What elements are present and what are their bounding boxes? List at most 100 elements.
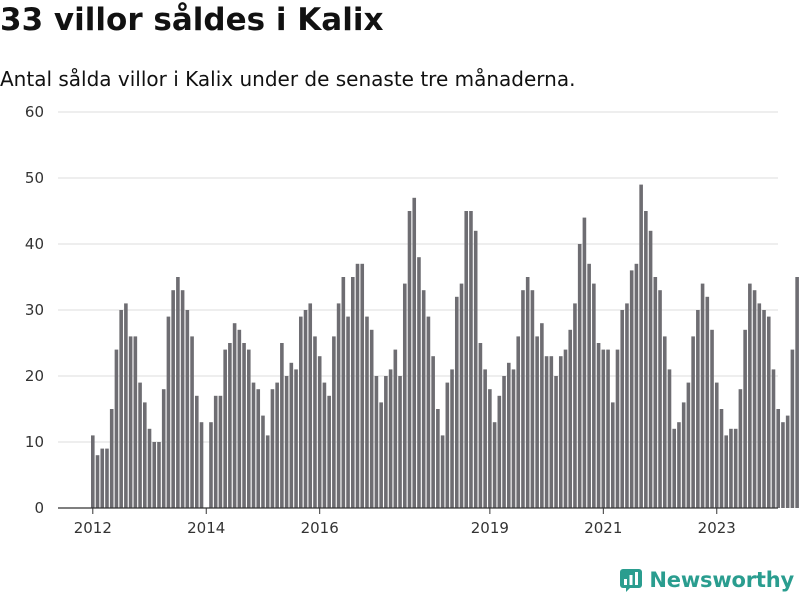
bar bbox=[681, 402, 686, 508]
bar bbox=[91, 435, 95, 508]
bar bbox=[294, 369, 298, 508]
bar bbox=[421, 290, 426, 508]
bar bbox=[677, 422, 681, 508]
bar bbox=[327, 395, 331, 508]
bar bbox=[431, 356, 435, 508]
bar bbox=[190, 336, 194, 508]
bar bbox=[332, 336, 336, 508]
bar bbox=[729, 428, 733, 508]
bar bbox=[336, 303, 341, 508]
bar bbox=[161, 389, 166, 508]
bar bbox=[119, 310, 123, 508]
bar bbox=[724, 435, 729, 508]
y-tick-label: 50 bbox=[25, 169, 44, 187]
bar bbox=[100, 448, 105, 508]
bar bbox=[469, 211, 473, 508]
bar bbox=[705, 296, 710, 508]
bar bbox=[412, 197, 417, 509]
bar bbox=[384, 376, 388, 508]
bar bbox=[587, 263, 591, 508]
bar bbox=[265, 435, 270, 508]
bar bbox=[440, 435, 445, 508]
bar bbox=[105, 448, 109, 508]
bar bbox=[629, 270, 634, 508]
bar bbox=[658, 290, 662, 508]
bar bbox=[436, 409, 440, 508]
bar bbox=[317, 356, 322, 508]
bar bbox=[360, 263, 365, 508]
x-tick-label: 2021 bbox=[584, 519, 622, 537]
bar bbox=[374, 376, 379, 508]
bar bbox=[228, 343, 232, 508]
bar bbox=[464, 211, 469, 508]
bar bbox=[696, 310, 700, 508]
bar bbox=[398, 376, 402, 508]
bar bbox=[147, 428, 152, 508]
x-tick-label: 2019 bbox=[471, 519, 509, 537]
bar bbox=[653, 277, 658, 508]
bar bbox=[686, 382, 691, 508]
bar bbox=[776, 409, 781, 508]
bar bbox=[166, 316, 171, 508]
bar bbox=[454, 296, 459, 508]
bar bbox=[743, 329, 747, 508]
bar bbox=[185, 310, 190, 508]
bar bbox=[492, 422, 497, 508]
bar bbox=[209, 422, 213, 508]
bar bbox=[483, 369, 487, 508]
bar bbox=[298, 316, 303, 508]
bar bbox=[506, 362, 511, 508]
bar bbox=[700, 283, 705, 508]
y-tick-label: 0 bbox=[34, 499, 44, 517]
bar bbox=[596, 343, 601, 508]
bar bbox=[346, 316, 350, 508]
bar bbox=[540, 323, 544, 508]
bar bbox=[256, 389, 261, 508]
bar bbox=[521, 290, 525, 508]
bar bbox=[667, 369, 672, 508]
bar bbox=[554, 376, 558, 508]
chart-title: 33 villor såldes i Kalix bbox=[0, 2, 384, 38]
bar bbox=[308, 303, 313, 508]
bar bbox=[757, 303, 762, 508]
bar bbox=[218, 395, 223, 508]
bar bbox=[644, 211, 648, 508]
bar bbox=[662, 336, 667, 508]
bar bbox=[568, 329, 573, 508]
bar bbox=[426, 316, 431, 508]
bar bbox=[762, 310, 766, 508]
bar bbox=[516, 336, 521, 508]
bar bbox=[714, 382, 719, 508]
bar bbox=[355, 263, 360, 508]
bar bbox=[450, 369, 454, 508]
bar bbox=[176, 277, 180, 508]
bar bbox=[672, 428, 677, 508]
bar bbox=[459, 283, 464, 508]
bar bbox=[582, 217, 587, 508]
bar bbox=[719, 409, 724, 508]
bar bbox=[544, 356, 549, 508]
bar-chart: 0102030405060201220142016201920212023202… bbox=[25, 103, 799, 537]
bar bbox=[795, 277, 799, 508]
bar bbox=[303, 310, 308, 508]
bar bbox=[615, 349, 620, 508]
bar bbox=[738, 389, 743, 508]
bar bbox=[748, 283, 752, 508]
bar bbox=[710, 329, 714, 508]
bar bbox=[275, 382, 279, 508]
bar bbox=[152, 442, 157, 508]
bar bbox=[620, 310, 625, 508]
bar bbox=[766, 316, 771, 508]
bar bbox=[284, 376, 289, 508]
bar bbox=[280, 343, 284, 508]
bar bbox=[213, 395, 218, 508]
bar bbox=[488, 389, 492, 508]
chart-subtitle: Antal sålda villor i Kalix under de sena… bbox=[0, 67, 576, 91]
bar bbox=[194, 395, 199, 508]
bar bbox=[143, 402, 147, 508]
y-tick-label: 10 bbox=[25, 433, 44, 451]
bar bbox=[109, 409, 114, 508]
y-tick-label: 30 bbox=[25, 301, 44, 319]
bar bbox=[733, 428, 738, 508]
y-tick-label: 60 bbox=[25, 103, 44, 121]
